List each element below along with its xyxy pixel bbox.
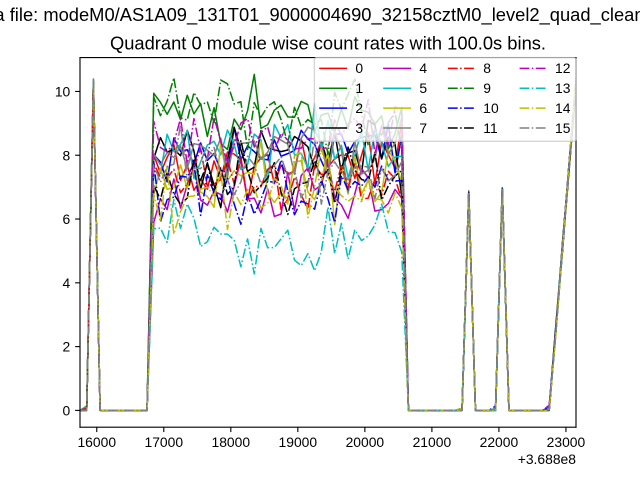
svg-text:6: 6: [63, 211, 71, 227]
svg-text:2: 2: [63, 339, 71, 355]
svg-text:14: 14: [555, 100, 571, 116]
svg-text:23000: 23000: [547, 434, 586, 450]
svg-text:Quadrant 0 module wise count r: Quadrant 0 module wise count rates with …: [110, 32, 546, 53]
svg-text:22000: 22000: [480, 434, 519, 450]
svg-text:4: 4: [419, 60, 427, 76]
svg-text:3: 3: [355, 120, 363, 136]
svg-text:21000: 21000: [413, 434, 452, 450]
svg-text:Data file: modeM0/AS1A09_131T0: Data file: modeM0/AS1A09_131T01_90000046…: [0, 4, 640, 26]
svg-text:16000: 16000: [77, 434, 116, 450]
svg-text:0: 0: [63, 402, 71, 418]
svg-text:6: 6: [419, 100, 427, 116]
svg-text:9: 9: [483, 80, 491, 96]
svg-text:10: 10: [55, 83, 71, 99]
svg-text:1: 1: [355, 80, 363, 96]
svg-text:+3.688e8: +3.688e8: [518, 451, 577, 467]
svg-text:13: 13: [555, 80, 571, 96]
svg-text:0: 0: [355, 60, 363, 76]
svg-text:7: 7: [419, 120, 427, 136]
svg-text:15: 15: [555, 120, 571, 136]
svg-text:5: 5: [419, 80, 427, 96]
svg-text:8: 8: [483, 60, 491, 76]
svg-text:17000: 17000: [144, 434, 183, 450]
svg-text:4: 4: [63, 275, 71, 291]
svg-text:11: 11: [483, 120, 498, 136]
svg-text:18000: 18000: [212, 434, 251, 450]
svg-text:12: 12: [555, 60, 571, 76]
svg-text:2: 2: [355, 100, 363, 116]
svg-text:10: 10: [483, 100, 499, 116]
svg-text:20000: 20000: [346, 434, 385, 450]
svg-text:19000: 19000: [279, 434, 318, 450]
svg-text:8: 8: [63, 147, 71, 163]
